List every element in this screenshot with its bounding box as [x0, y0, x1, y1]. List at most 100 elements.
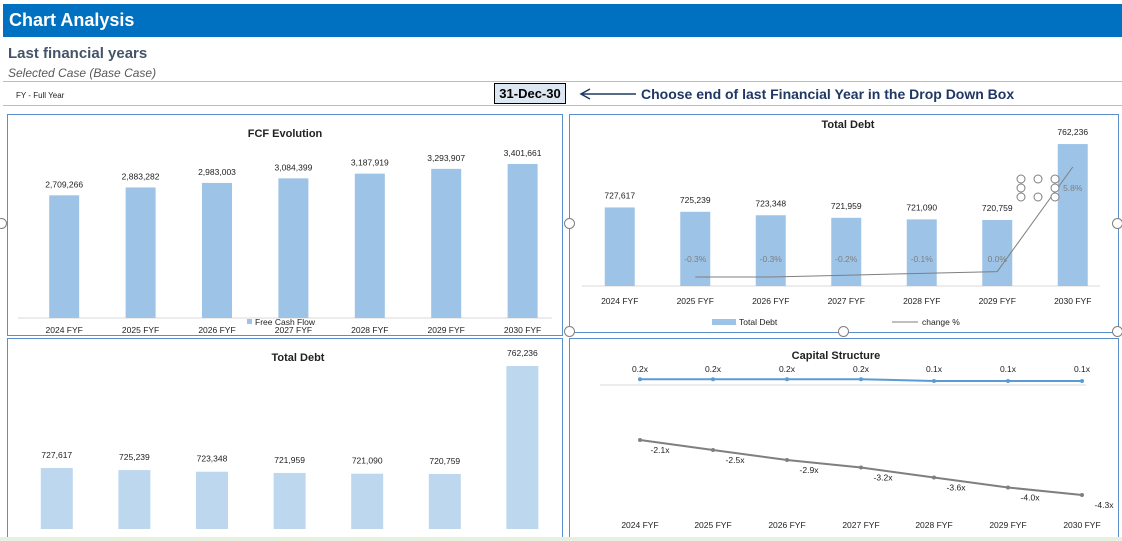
bar: [982, 219, 1013, 286]
date-dropdown[interactable]: 31-Dec-30: [494, 83, 566, 104]
label-handle: [1033, 174, 1043, 184]
page-title: Chart Analysis: [9, 10, 135, 30]
data-label: 762,236: [507, 348, 538, 358]
change-label: 0.0%: [988, 254, 1008, 264]
x-tick-label: 2025 FYF: [694, 520, 731, 530]
bar: [507, 163, 538, 318]
data-label: 0.2x: [779, 364, 796, 374]
bar: [906, 219, 937, 286]
resize-handle[interactable]: [838, 326, 849, 337]
bar: [1057, 144, 1088, 286]
bar: [354, 173, 385, 318]
data-label: 0.2x: [705, 364, 722, 374]
x-tick-label: 2026 FYF: [198, 325, 235, 335]
label-handle: [1033, 192, 1043, 202]
x-tick-label: 2029 FYF: [979, 296, 1016, 306]
x-tick-label: 2029 FYF: [989, 520, 1026, 530]
bar: [604, 207, 635, 286]
x-tick-label: 2030 FYF: [1054, 296, 1091, 306]
legend-label: Total Debt: [739, 317, 778, 327]
data-label: 723,348: [755, 198, 786, 208]
legend-label: Free Cash Flow: [255, 317, 316, 327]
resize-handle[interactable]: [1112, 326, 1122, 337]
x-tick-label: 2028 FYF: [903, 296, 940, 306]
data-label: 725,239: [680, 195, 711, 205]
data-label: 0.2x: [632, 364, 649, 374]
point: [1006, 485, 1010, 490]
point: [1080, 379, 1084, 383]
bar: [431, 168, 462, 318]
point: [785, 458, 789, 462]
point: [1006, 379, 1010, 383]
label-handle: [1050, 192, 1060, 202]
resize-handle[interactable]: [564, 326, 575, 337]
bar: [428, 473, 461, 529]
bar: [506, 366, 539, 529]
debt-chart-panel-2[interactable]: Total Debt 727,617 725,239 723,348 721,959 72…: [7, 338, 563, 540]
fcf-chart-panel[interactable]: FCF Evolution 2,709,266 2024 FYF 2,883,282 2…: [7, 114, 563, 336]
data-label: 723,348: [197, 454, 228, 464]
bar: [125, 187, 156, 318]
header-bar: Chart Analysis: [3, 4, 1122, 37]
fcf-chart: FCF Evolution 2,709,266 2024 FYF 2,883,282 2…: [18, 128, 552, 335]
data-label: 0.1x: [1000, 364, 1017, 374]
point: [638, 377, 642, 382]
data-label: 3,084,399: [274, 162, 312, 172]
data-label: 0.2x: [853, 364, 870, 374]
bar: [273, 472, 306, 529]
arrow-left-icon: [579, 88, 636, 100]
point: [859, 465, 863, 470]
legend-label: change %: [922, 317, 960, 327]
chart-title: Total Debt: [822, 119, 875, 131]
data-label: 727,617: [41, 450, 72, 460]
case-label: Selected Case (Base Case): [8, 66, 157, 80]
bar: [40, 468, 73, 529]
label-handle: [1016, 174, 1026, 184]
chart-title: FCF Evolution: [248, 128, 323, 140]
x-tick-label: 2024 FYF: [46, 325, 83, 335]
x-tick-label: 2025 FYF: [122, 325, 159, 335]
data-label: -3.6x: [947, 483, 967, 493]
change-label: -0.3%: [684, 254, 707, 264]
bar: [680, 211, 711, 286]
x-tick-label: 2030 FYF: [1063, 520, 1100, 530]
x-tick-label: 2027 FYF: [828, 296, 865, 306]
data-label: -3.2x: [874, 473, 894, 483]
point: [785, 377, 789, 382]
legend-swatch: [247, 319, 252, 324]
data-label: 3,187,919: [351, 158, 389, 168]
bar: [278, 178, 309, 318]
data-label: -4.3x: [1095, 500, 1115, 510]
data-label: 762,236: [1057, 127, 1088, 137]
chart-title: Total Debt: [272, 352, 325, 364]
data-label: 721,090: [352, 456, 383, 466]
point: [711, 448, 715, 452]
data-label: 720,759: [982, 203, 1013, 213]
x-tick-label: 2028 FYF: [351, 325, 388, 335]
chart-title: Capital Structure: [792, 350, 881, 362]
resize-handle[interactable]: [564, 218, 575, 229]
debt-change-chart: Total Debt 727,617 2024 FYF 725,239 2025 FYF…: [582, 119, 1100, 327]
data-label: 721,959: [831, 201, 862, 211]
data-label: 0.1x: [926, 364, 943, 374]
data-label: 721,959: [274, 455, 305, 465]
capital-structure-panel[interactable]: Capital Structure 2024 FYF 2025 FYF 2026 FY…: [569, 338, 1119, 540]
data-label: 0.1x: [1074, 364, 1091, 374]
fy-row: [3, 81, 1122, 106]
bar: [351, 473, 384, 529]
data-label: -2.1x: [651, 445, 671, 455]
bar: [196, 471, 228, 529]
data-label: 720,759: [429, 456, 460, 466]
point: [932, 475, 936, 480]
change-line: [695, 166, 1074, 278]
point: [859, 377, 863, 382]
bar: [755, 215, 786, 286]
x-tick-label: 2030 FYF: [504, 325, 541, 335]
resize-handle[interactable]: [1112, 218, 1122, 229]
debt-chart-panel[interactable]: Total Debt 727,617 2024 FYF 725,239 2025 FYF…: [569, 114, 1119, 333]
data-label: 2,709,266: [45, 179, 83, 189]
x-tick-label: 2028 FYF: [915, 520, 952, 530]
data-label: 725,239: [119, 452, 150, 462]
resize-handle[interactable]: [0, 218, 7, 229]
data-label: 3,293,907: [427, 153, 465, 163]
